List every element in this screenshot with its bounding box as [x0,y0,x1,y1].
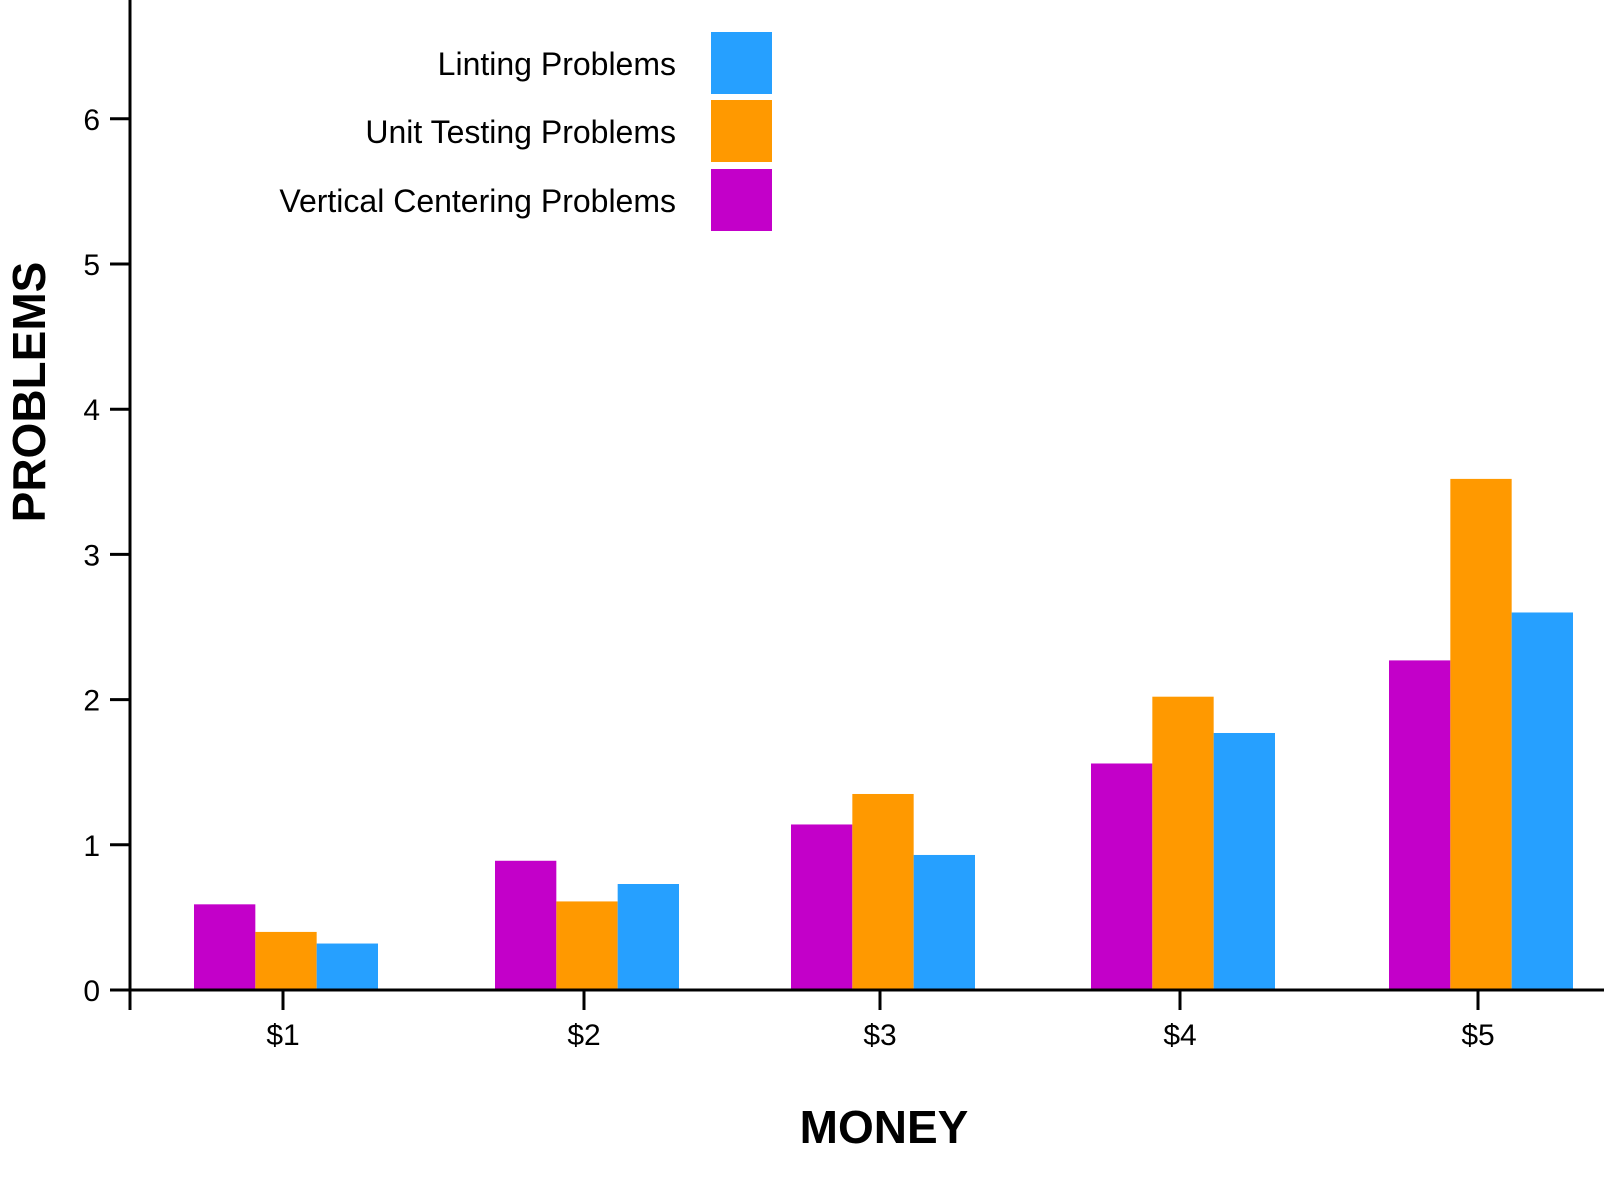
y-tick-label: 5 [83,249,100,282]
legend-label: Linting Problems [438,46,676,82]
y-tick-label: 2 [83,685,100,718]
bar-vertical-centering-problems-2 [495,860,557,990]
legend-item: Linting Problems [438,32,772,94]
x-tick-label: $5 [1461,1019,1494,1052]
bar-group-1 [194,904,378,990]
legend-label: Vertical Centering Problems [279,183,676,219]
legend-swatch [711,169,772,231]
legend-swatch [711,100,772,162]
bar-vertical-centering-problems-5 [1389,660,1451,990]
axes-layer [128,0,1604,1010]
y-tick-label: 1 [83,830,100,863]
y-axis-title: PROBLEMS [3,262,55,523]
x-axis-title: MONEY [800,1101,969,1153]
bar-unit-testing-problems-2 [556,901,618,990]
y-axis-ticks: 0 1 2 3 4 5 6 [83,104,130,1008]
bar-vertical-centering-problems-4 [1091,763,1153,990]
x-tick-label: $4 [1163,1019,1196,1052]
bar-unit-testing-problems-4 [1152,696,1214,990]
bar-vertical-centering-problems-1 [194,904,256,990]
bar-group-4 [1091,696,1275,990]
x-tick-label: $2 [567,1019,600,1052]
bar-linting-problems-4 [1213,732,1275,990]
bar-vertical-centering-problems-3 [791,824,853,990]
legend-item: Unit Testing Problems [365,100,772,162]
bar-linting-problems-3 [913,854,975,990]
bars-layer [194,478,1573,990]
bar-linting-problems-5 [1511,612,1573,990]
y-tick-label: 4 [83,394,100,427]
y-tick-label: 6 [83,104,100,137]
bar-linting-problems-2 [617,884,679,990]
bar-linting-problems-1 [316,943,378,990]
bar-group-5 [1389,478,1573,990]
bar-group-3 [791,793,975,990]
legend: Linting Problems Unit Testing Problems Ver… [279,32,772,231]
x-axis-ticks: $1 $2 $3 $4 $5 [266,990,1495,1052]
bar-unit-testing-problems-1 [255,931,317,990]
bar-group-2 [495,860,679,990]
bar-unit-testing-problems-5 [1450,478,1512,990]
legend-swatch [711,32,772,94]
y-tick-label: 0 [83,975,100,1008]
legend-item: Vertical Centering Problems [279,169,772,231]
x-tick-label: $1 [266,1019,299,1052]
bar-unit-testing-problems-3 [852,793,914,990]
y-tick-label: 3 [83,539,100,572]
x-tick-label: $3 [863,1019,896,1052]
legend-label: Unit Testing Problems [365,114,676,150]
